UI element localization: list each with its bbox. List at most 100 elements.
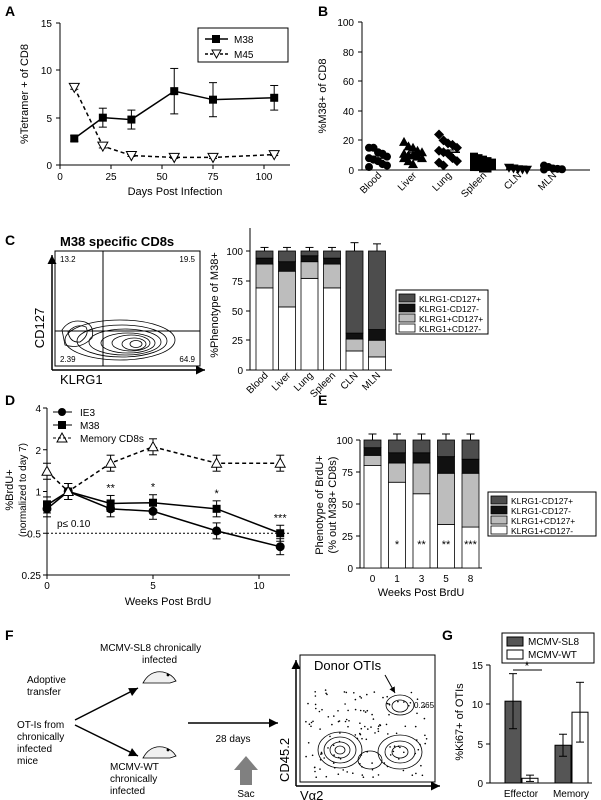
- data-point-m38: [212, 504, 221, 513]
- panel-c-ytick: 100: [226, 247, 243, 258]
- y-tick-label: 4: [35, 404, 41, 415]
- significance-marker: **: [442, 539, 451, 551]
- panel-c-flow-xlabel: KLRG1: [60, 372, 103, 387]
- category-label: 3: [419, 574, 425, 585]
- flow-event-dot: [359, 763, 361, 765]
- panel-a-xtick: 0: [57, 172, 63, 183]
- panel-a-ytick: 0: [46, 161, 52, 172]
- flow-event-dot: [329, 735, 331, 738]
- flow-event-dot: [337, 710, 339, 712]
- flow-event-dot: [416, 698, 419, 700]
- mouse-icon: [142, 671, 177, 684]
- data-point: [434, 129, 444, 140]
- flow-event-dot: [338, 740, 341, 743]
- panel-g-ytick: 15: [472, 661, 484, 672]
- sac-label: Sac: [237, 789, 254, 800]
- significance-marker: **: [417, 539, 426, 551]
- flow-event-dot: [361, 737, 363, 740]
- flow-event-dot: [419, 743, 421, 746]
- flow-event-dot: [325, 775, 328, 778]
- data-point: [479, 155, 487, 164]
- y-tick-label: 0.5: [27, 529, 41, 540]
- flow-event-dot: [424, 734, 426, 737]
- category-label: 0: [370, 574, 376, 585]
- flow-event-dot: [307, 742, 310, 744]
- flow-event-dot: [424, 742, 427, 745]
- panel-b-ytick: 40: [343, 107, 355, 118]
- flow-event-dot: [362, 776, 365, 778]
- flow-event-dot: [308, 723, 311, 725]
- flow-event-dot: [305, 720, 307, 723]
- panel-b-chart: 0 20 40 60 80 100 %M38+ of CD8 Blood Live…: [317, 18, 590, 200]
- flow-event-dot: [397, 700, 399, 703]
- panel-g-ytick: 0: [477, 779, 483, 790]
- flow-event-dot: [352, 772, 354, 774]
- panel-b-category-label: Lung: [431, 170, 455, 194]
- wt-label-3: infected: [110, 786, 145, 797]
- panel-b-category-label: Liver: [396, 170, 420, 194]
- flow-event-dot: [343, 691, 346, 693]
- flow-event-dot: [327, 747, 329, 749]
- panel-a-xtick: 50: [156, 172, 168, 183]
- flow-event-dot: [389, 754, 392, 756]
- bar-segment: [300, 261, 319, 279]
- flow-event-dot: [389, 746, 391, 748]
- flow-event-dot: [423, 717, 426, 720]
- flow-event-dot: [404, 725, 407, 728]
- data-point-m38: [43, 500, 51, 509]
- flow-event-dot: [319, 768, 321, 770]
- panel-a-legend: [197, 27, 289, 63]
- flow-event-dot: [374, 732, 376, 734]
- flow-event-dot: [307, 702, 309, 705]
- flow-event-dot: [364, 725, 366, 728]
- flow-event-dot: [344, 703, 346, 705]
- flow-event-dot: [310, 721, 313, 724]
- panel-e-ytick: 75: [342, 468, 354, 479]
- panel-c-ytick: 75: [232, 277, 244, 288]
- flow-event-dot: [387, 733, 389, 735]
- panel-d-ylabel: %BrdU+: [4, 469, 16, 510]
- legend-label: KLRG1+CD127+: [419, 314, 483, 324]
- flow-event-dot: [321, 752, 323, 755]
- panel-label-f: F: [5, 627, 14, 643]
- panel-b-ytick: 80: [343, 48, 355, 59]
- legend-label: KLRG1+CD127-: [419, 324, 481, 334]
- panel-f-flow-ylabel: CD45.2: [277, 738, 292, 782]
- flow-event-dot: [370, 726, 372, 728]
- panel-d-chart: 0 5 10 Weeks Post BrdU %BrdU+ (normalize…: [4, 404, 290, 608]
- flow-event-dot: [314, 703, 317, 706]
- panel-e-ytick: 100: [336, 436, 353, 447]
- legend-label: KLRG1-CD127-: [511, 506, 571, 516]
- panel-a-ytick: 15: [41, 19, 53, 30]
- data-point: [474, 154, 483, 163]
- significance-marker: *: [214, 488, 219, 500]
- data-point-ie3: [275, 542, 285, 552]
- panel-label-g: G: [442, 627, 453, 643]
- flow-event-dot: [324, 689, 327, 691]
- bar-segment: [345, 338, 364, 352]
- category-label: 5: [443, 574, 449, 585]
- flow-event-dot: [314, 691, 317, 693]
- flow-event-dot: [334, 767, 336, 769]
- panel-a-ytick: 10: [41, 66, 53, 77]
- data-point-m38: [98, 113, 107, 122]
- panel-c-contours: [61, 319, 176, 361]
- data-point: [438, 160, 449, 171]
- adoptive-label-1: Adoptive: [27, 675, 66, 686]
- panel-d-pvalue: p≤ 0.10: [57, 519, 91, 530]
- flow-event-dot: [332, 744, 335, 747]
- panel-a-xtick: 100: [256, 172, 273, 183]
- panel-c-flow-title: M38 specific CD8s: [60, 234, 174, 249]
- panel-g-ytick: 10: [472, 700, 484, 711]
- flow-event-dot: [379, 724, 381, 726]
- panel-c-flow-frame: [54, 250, 201, 367]
- flow-event-dot: [421, 774, 424, 777]
- data-point-memory: [274, 457, 287, 468]
- flow-event-dot: [319, 759, 322, 761]
- sl8-legend-swatch: [506, 636, 524, 647]
- otis-label-4: mice: [17, 756, 39, 767]
- data-point: [488, 161, 496, 170]
- category-label: Liver: [270, 370, 294, 394]
- bar-segment: [363, 447, 382, 456]
- data-point-m45: [268, 150, 281, 161]
